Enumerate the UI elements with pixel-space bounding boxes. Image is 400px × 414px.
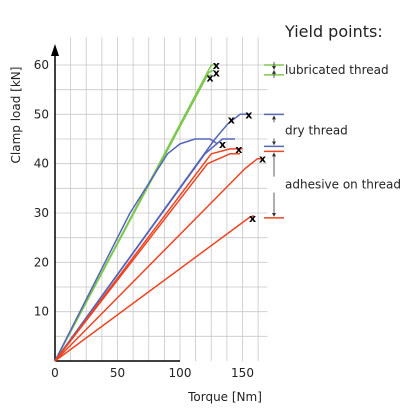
yield-marker: x (228, 113, 235, 126)
y-tick-label: 40 (34, 157, 49, 171)
yield-marker: x (245, 108, 252, 121)
grid (55, 37, 268, 361)
yield-points-legend: Yield points: lubricated thread dry threa… (264, 22, 400, 219)
x-tick-label: 50 (110, 366, 125, 380)
x-tick-label: 100 (169, 366, 192, 380)
yield-range-label-lubricated: lubricated thread (285, 63, 389, 77)
yield-marker: x (235, 143, 242, 156)
y-axis-label: Clamp load [kN] (9, 67, 23, 164)
series-line-adhesive (54, 214, 255, 362)
yield-range-label-dry: dry thread (285, 123, 348, 137)
x-tick-label: 150 (231, 366, 254, 380)
y-tick-label: 30 (34, 206, 49, 220)
series-line-dry (54, 138, 218, 362)
y-tick-label: 50 (34, 107, 49, 121)
series-line-adhesive (54, 148, 243, 362)
y-tick-label: 20 (34, 255, 49, 269)
yield-marker: x (249, 212, 256, 225)
x-tick-label: 0 (51, 366, 59, 380)
y-axis-arrow (51, 44, 59, 56)
series-line-lubricated (54, 74, 212, 362)
y-tick-label: 60 (34, 58, 49, 72)
yield-range-label-adhesive: adhesive on thread (285, 178, 400, 192)
y-tick-label: 10 (34, 305, 49, 319)
yield-points-title: Yield points: (284, 22, 383, 41)
axes (51, 44, 180, 362)
x-axis-label: Torque [Nm] (187, 390, 262, 404)
series (54, 64, 264, 362)
yield-marker: x (213, 59, 220, 72)
yield-marker: x (206, 71, 213, 84)
series-line-dry (54, 138, 235, 362)
ticks: 0 50 100 150 10 20 30 40 50 60 (34, 58, 254, 380)
yield-marker: x (259, 153, 266, 166)
series-line-adhesive (54, 153, 240, 362)
yield-marker: x (219, 138, 226, 151)
series-line-adhesive (54, 157, 264, 362)
yield-marker: x (213, 66, 220, 79)
